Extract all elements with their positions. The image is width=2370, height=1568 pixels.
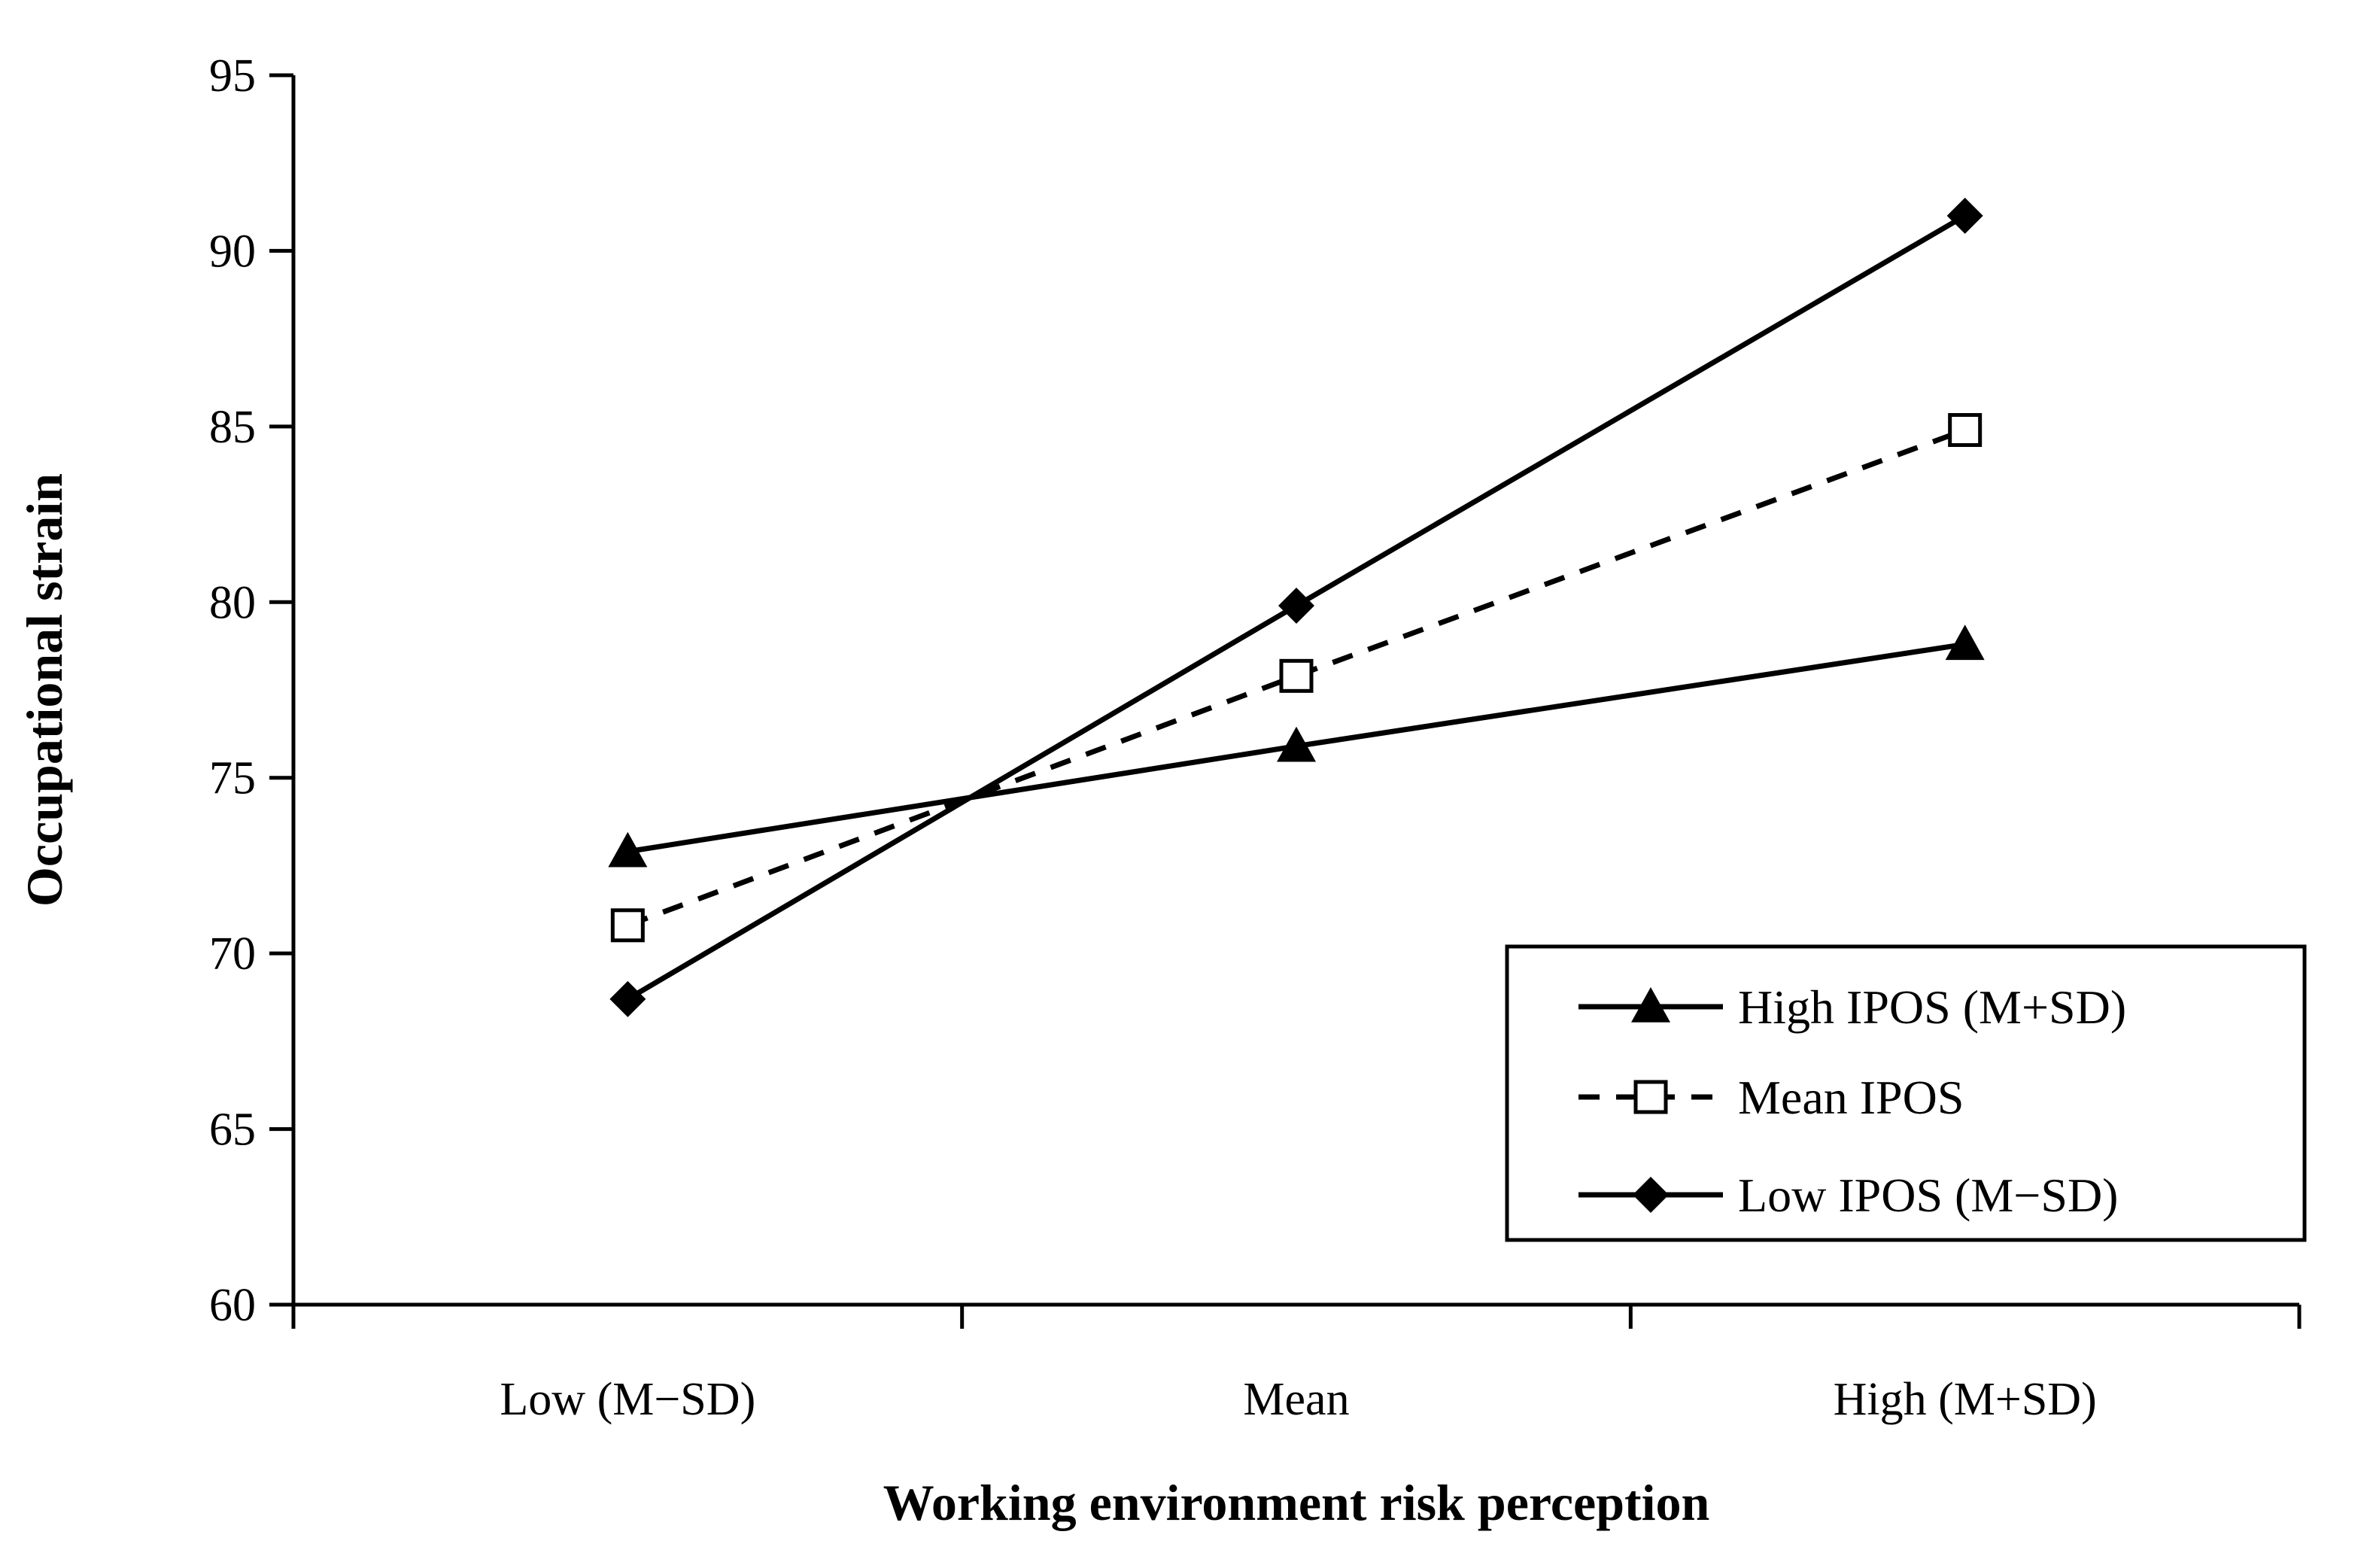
y-tick-label-60: 60 xyxy=(209,1280,256,1331)
legend-item: Mean IPOS xyxy=(1578,1071,1964,1124)
y-tick-label-65: 65 xyxy=(209,1105,256,1156)
data-point xyxy=(608,831,648,868)
data-point xyxy=(1279,658,1314,693)
data-point xyxy=(609,980,646,1017)
legend-label: High IPOS (M+SD) xyxy=(1738,980,2126,1034)
data-point xyxy=(1277,726,1316,762)
data-point xyxy=(610,908,645,943)
series-0 xyxy=(608,624,1985,868)
data-point xyxy=(1948,413,1983,448)
data-point xyxy=(1278,587,1314,624)
y-axis-title: Occupational strain xyxy=(16,473,73,907)
legend-marker xyxy=(1633,1177,1669,1213)
data-point xyxy=(1946,197,1983,234)
data-point xyxy=(1945,624,1985,661)
x-tick-label: High (M+SD) xyxy=(1834,1374,2097,1425)
y-tick-label-90: 90 xyxy=(209,226,256,277)
x-axis: Low (M−SD) Mean High (M+SD) xyxy=(291,1302,2302,1425)
legend-item: High IPOS (M+SD) xyxy=(1578,980,2126,1034)
legend: High IPOS (M+SD) Mean IPOS Low IPOS (M−SD) xyxy=(1505,944,2307,1242)
y-axis: 60 65 70 75 80 85 90 95 xyxy=(209,50,296,1331)
legend-marker xyxy=(1631,987,1670,1023)
series-1 xyxy=(610,413,1983,943)
y-tick-label-85: 85 xyxy=(209,402,256,453)
legend-marker xyxy=(1633,1080,1668,1114)
y-tick-label-95: 95 xyxy=(209,50,256,102)
y-tick-label-75: 75 xyxy=(209,753,256,804)
series-2 xyxy=(609,197,1983,1017)
y-tick-label-80: 80 xyxy=(209,577,256,628)
x-tick-label: Mean xyxy=(1243,1374,1349,1425)
legend-item: Low IPOS (M−SD) xyxy=(1578,1168,2118,1222)
x-axis-title: Working environment risk perception xyxy=(883,1474,1710,1531)
legend-label: Mean IPOS xyxy=(1738,1071,1964,1124)
x-tick-label: Low (M−SD) xyxy=(500,1374,755,1425)
y-tick-label-70: 70 xyxy=(209,928,256,980)
series-layer xyxy=(608,197,1985,1017)
legend-label: Low IPOS (M−SD) xyxy=(1738,1168,2118,1222)
series-line xyxy=(627,427,1966,928)
